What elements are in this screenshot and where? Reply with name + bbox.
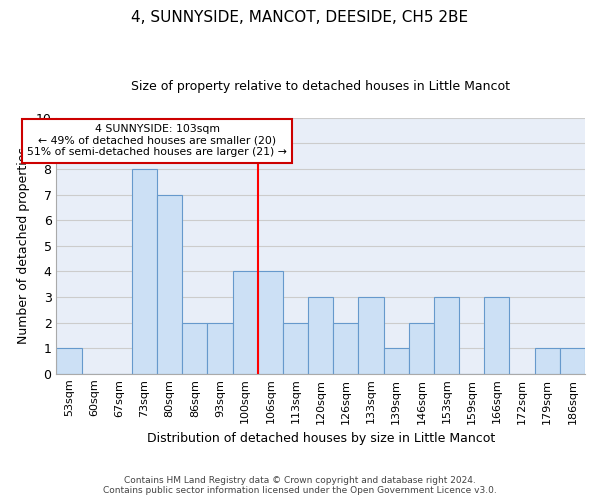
- Bar: [484, 297, 509, 374]
- Bar: [409, 322, 434, 374]
- Bar: [434, 297, 459, 374]
- Bar: [383, 348, 409, 374]
- Bar: [132, 169, 157, 374]
- Text: Contains HM Land Registry data © Crown copyright and database right 2024.
Contai: Contains HM Land Registry data © Crown c…: [103, 476, 497, 495]
- Bar: [233, 272, 258, 374]
- Text: 4 SUNNYSIDE: 103sqm
← 49% of detached houses are smaller (20)
51% of semi-detach: 4 SUNNYSIDE: 103sqm ← 49% of detached ho…: [27, 124, 287, 158]
- Title: Size of property relative to detached houses in Little Mancot: Size of property relative to detached ho…: [131, 80, 510, 93]
- Bar: [358, 297, 383, 374]
- Bar: [308, 297, 333, 374]
- Bar: [208, 322, 233, 374]
- X-axis label: Distribution of detached houses by size in Little Mancot: Distribution of detached houses by size …: [146, 432, 495, 445]
- Bar: [333, 322, 358, 374]
- Bar: [535, 348, 560, 374]
- Text: 4, SUNNYSIDE, MANCOT, DEESIDE, CH5 2BE: 4, SUNNYSIDE, MANCOT, DEESIDE, CH5 2BE: [131, 10, 469, 25]
- Bar: [157, 194, 182, 374]
- Bar: [258, 272, 283, 374]
- Bar: [182, 322, 208, 374]
- Y-axis label: Number of detached properties: Number of detached properties: [17, 148, 30, 344]
- Bar: [56, 348, 82, 374]
- Bar: [560, 348, 585, 374]
- Bar: [283, 322, 308, 374]
